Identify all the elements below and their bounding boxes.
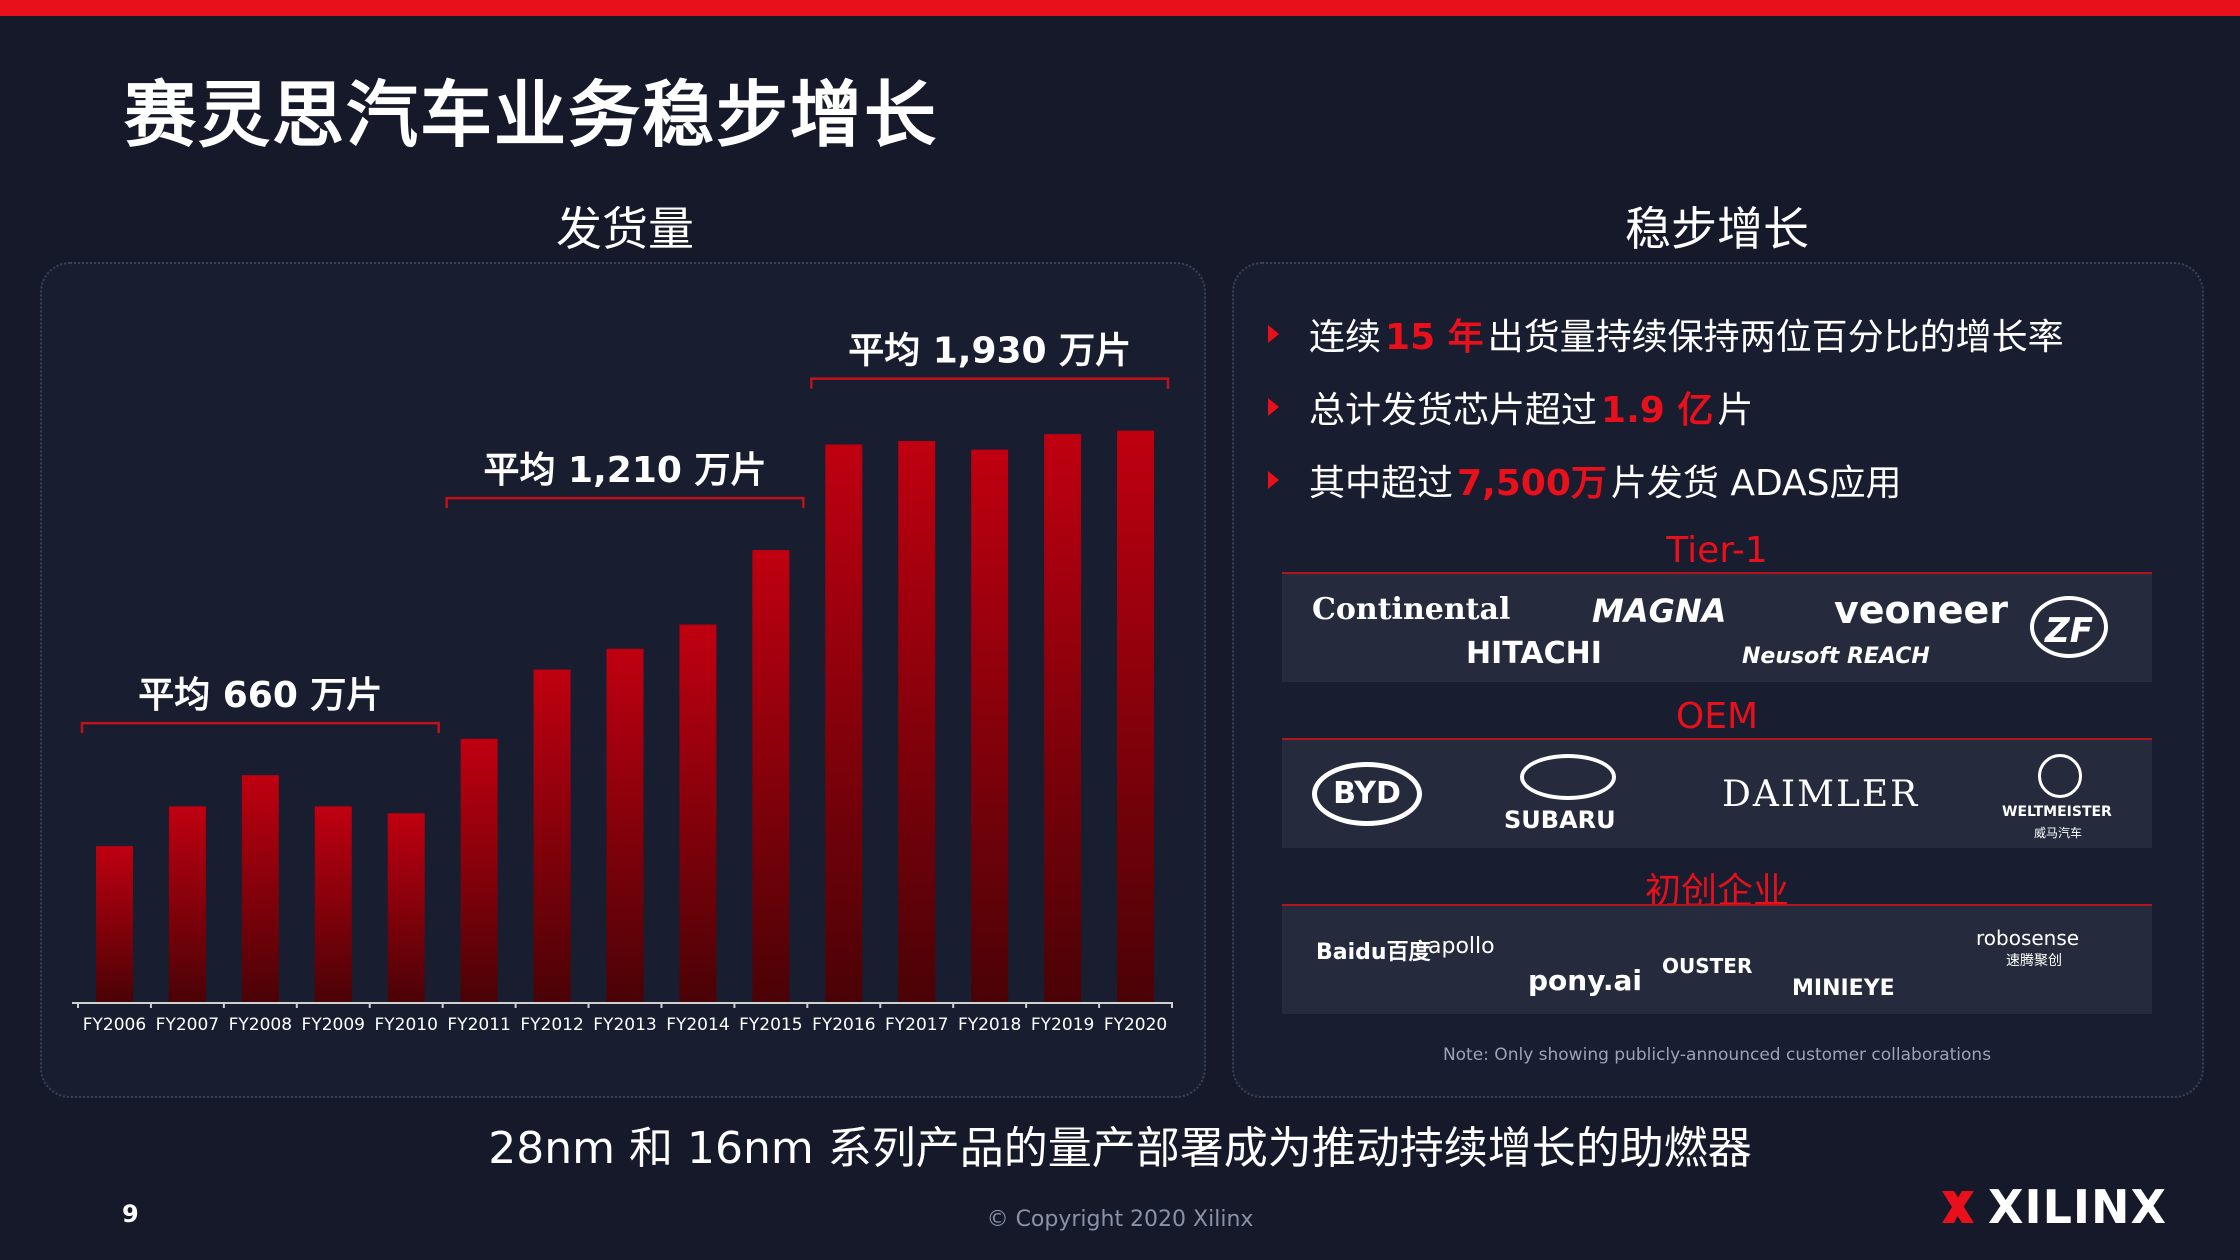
ouster-logo: OUSTER	[1662, 954, 1753, 978]
weltmeister-emblem-icon	[2038, 754, 2082, 798]
x-tick-label: FY2018	[958, 1015, 1021, 1035]
x-tick-label: FY2019	[1031, 1015, 1094, 1035]
x-tick-label: FY2015	[739, 1015, 802, 1035]
bullet-highlight: 1.9 亿	[1601, 390, 1714, 431]
bar-fy2012	[533, 669, 571, 1002]
x-tick-label: FY2010	[374, 1015, 437, 1035]
baidu-logo: Baidu百度	[1316, 940, 1431, 965]
neusoft-reach-logo: Neusoft REACH	[1742, 644, 1930, 669]
average-bracket	[80, 721, 440, 734]
bullet-text: 片	[1717, 390, 1754, 431]
x-tick-label: FY2016	[812, 1015, 875, 1035]
bar-fy2015	[752, 550, 790, 1002]
bar-fy2019	[1044, 434, 1082, 1002]
x-tick-label: FY2009	[302, 1015, 365, 1035]
sutengjuchuang-logo: 速腾聚创	[2006, 953, 2062, 969]
tier1-logo-strip: Continental MAGNA veoneer HITACHI Neusof…	[1282, 572, 2152, 682]
growth-bullet: 其中超过 7,500万 片发货 ADAS应用	[1268, 454, 1902, 506]
x-tick-label: FY2017	[885, 1015, 948, 1035]
group-label-oem: OEM	[1675, 696, 1759, 737]
bar-fy2008	[241, 775, 279, 1002]
chart-section-title: 发货量	[556, 202, 694, 256]
bullet-text: 总计发货芯片超过	[1309, 390, 1598, 431]
bullet-arrow-icon	[1268, 471, 1279, 489]
byd-logo: BYD	[1312, 762, 1422, 826]
minieye-logo: MINIEYE	[1792, 976, 1895, 1001]
x-tick-label: FY2008	[229, 1015, 292, 1035]
xilinx-mark-icon	[1942, 1191, 1974, 1223]
collaboration-note: Note: Only showing publicly-announced cu…	[1442, 1045, 1992, 1065]
bullet-text: 其中超过	[1309, 463, 1454, 504]
magna-logo: MAGNA	[1592, 592, 1727, 630]
bar-fy2014	[679, 624, 717, 1002]
subaru-logo: SUBARU	[1504, 806, 1616, 834]
bar-fy2013	[606, 648, 644, 1002]
top-accent-bar	[0, 0, 2240, 16]
bullet-highlight: 7,500万	[1457, 463, 1607, 504]
bullet-text: 出货量持续保持两位百分比的增长率	[1487, 317, 2064, 358]
bar-fy2007	[168, 806, 206, 1002]
xilinx-brand: XILINX	[1938, 1180, 2167, 1234]
veoneer-logo: veoneer	[1834, 588, 2008, 632]
average-label: 平均 1,210 万片	[484, 450, 767, 491]
page-title: 赛灵思汽车业务稳步增长	[124, 73, 939, 157]
bullet-text: 片发货 ADAS应用	[1610, 463, 1902, 504]
bullet-text: 连续	[1309, 317, 1382, 358]
growth-section-title: 稳步增长	[1625, 202, 1809, 256]
bullet-arrow-icon	[1268, 398, 1279, 416]
weima-logo: 威马汽车	[2034, 826, 2083, 840]
bar-fy2009	[314, 806, 352, 1002]
robosense-logo: robosense	[1976, 926, 2080, 950]
slide-subtitle: 28nm 和 16nm 系列产品的量产部署成为推动持续增长的助燃器	[488, 1123, 1752, 1174]
subaru-star-icon	[1520, 754, 1616, 800]
bar-fy2011	[460, 738, 498, 1002]
page-number: 9	[122, 1200, 139, 1228]
zf-logo: ZF	[2030, 596, 2108, 658]
bullet-arrow-icon	[1268, 325, 1279, 343]
x-tick-label: FY2014	[666, 1015, 729, 1035]
startup-logo-strip: Baidu百度 apollo OUSTER robosense 速腾聚创 pon…	[1282, 904, 2152, 1014]
bar-fy2020	[1117, 430, 1155, 1003]
weltmeister-logo: WELTMEISTER	[2002, 804, 2112, 820]
growth-bullet: 总计发货芯片超过 1.9 亿片	[1268, 381, 1753, 433]
group-label-tier1: Tier-1	[1666, 530, 1768, 571]
hitachi-logo: HITACHI	[1466, 636, 1602, 671]
brand-name: XILINX	[1988, 1180, 2167, 1234]
x-tick-label: FY2020	[1104, 1015, 1167, 1035]
average-bracket	[445, 496, 805, 509]
continental-logo: Continental	[1312, 592, 1511, 627]
daimler-logo: DAIMLER	[1722, 774, 1920, 815]
bar-fy2016	[825, 444, 863, 1003]
oem-logo-strip: BYD SUBARU DAIMLER WELTMEISTER 威马汽车	[1282, 738, 2152, 848]
bar-fy2006	[95, 846, 133, 1002]
copyright-text: © Copyright 2020 Xilinx	[986, 1207, 1254, 1232]
bar-fy2010	[387, 813, 425, 1002]
bar-fy2018	[971, 449, 1009, 1002]
average-bracket	[810, 377, 1170, 389]
bullet-highlight: 15 年	[1385, 317, 1484, 358]
x-tick-label: FY2007	[156, 1015, 219, 1035]
growth-bullet: 连续 15 年出货量持续保持两位百分比的增长率	[1268, 308, 2064, 360]
average-label: 平均 1,930 万片	[848, 331, 1131, 372]
x-tick-label: FY2013	[593, 1015, 656, 1035]
bar-fy2017	[898, 441, 936, 1002]
x-tick-label: FY2012	[520, 1015, 583, 1035]
apollo-logo: apollo	[1428, 934, 1495, 959]
x-tick-label: FY2006	[83, 1015, 146, 1035]
x-tick-label: FY2011	[447, 1015, 510, 1035]
pony-ai-logo: pony.ai	[1528, 964, 1643, 997]
average-label: 平均 660 万片	[138, 675, 382, 716]
